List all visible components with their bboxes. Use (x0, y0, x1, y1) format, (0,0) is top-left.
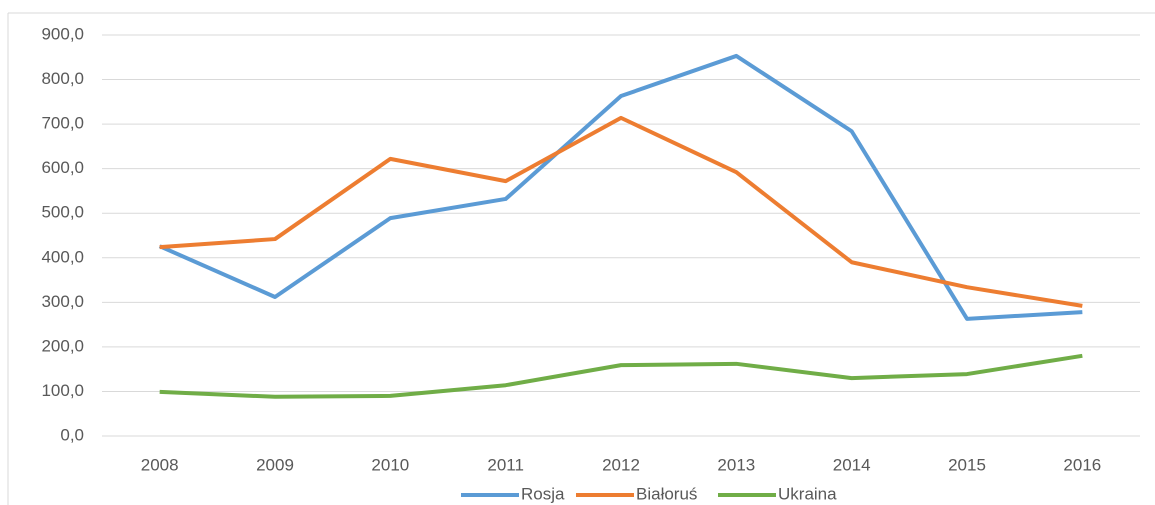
y-tick-label: 500,0 (41, 203, 84, 222)
series-line (158, 53, 1083, 321)
legend-label: Rosja (521, 484, 565, 503)
legend-label: Ukraina (778, 484, 837, 503)
x-tick-label: 2013 (717, 455, 755, 474)
y-tick-label: 900,0 (41, 24, 84, 43)
y-tick-label: 400,0 (41, 247, 84, 266)
x-tick-label: 2010 (371, 455, 409, 474)
y-tick-label: 100,0 (41, 381, 84, 400)
series-line (159, 115, 1083, 308)
x-tick-label: 2016 (1063, 455, 1101, 474)
y-tick-label: 700,0 (41, 114, 84, 133)
x-tick-label: 2015 (948, 455, 986, 474)
x-tick-label: 2014 (833, 455, 871, 474)
x-tick-label: 2008 (141, 455, 179, 474)
y-tick-label: 600,0 (41, 158, 84, 177)
x-tick-label: 2011 (487, 455, 524, 474)
series-line (159, 353, 1083, 399)
legend-label: Białoruś (636, 484, 697, 503)
y-tick-label: 300,0 (41, 292, 84, 311)
y-tick-label: 200,0 (41, 336, 84, 355)
y-tick-label: 800,0 (41, 69, 84, 88)
y-tick-label: 0,0 (60, 425, 84, 444)
x-tick-label: 2012 (602, 455, 640, 474)
x-tick-label: 2009 (256, 455, 294, 474)
